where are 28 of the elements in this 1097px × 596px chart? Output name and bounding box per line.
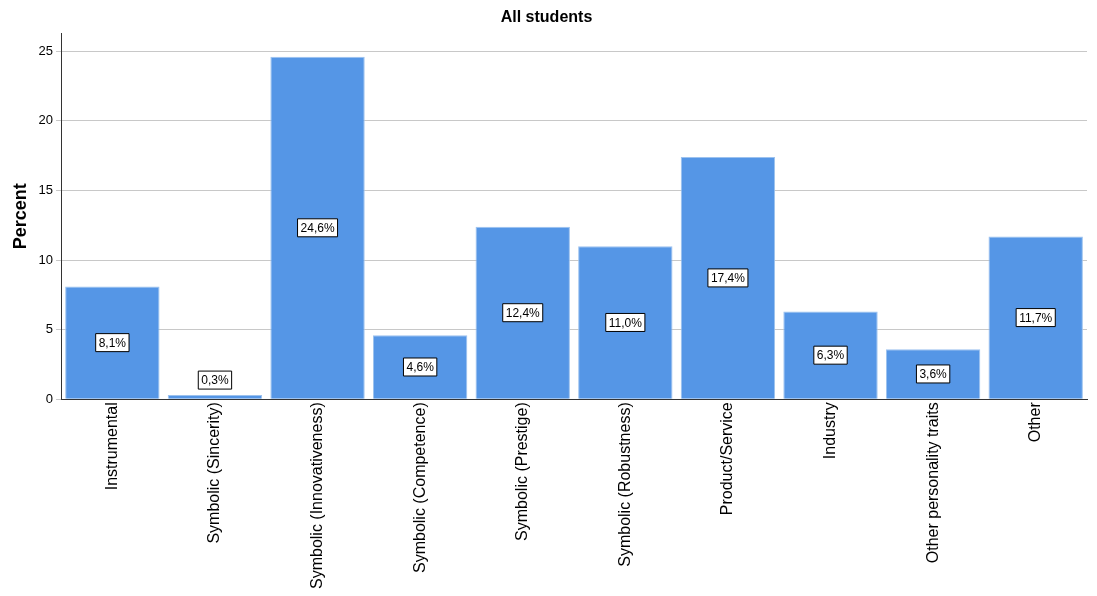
x-tick-label: Symbolic (Prestige) bbox=[513, 402, 531, 541]
data-label: 4,6% bbox=[406, 360, 435, 375]
data-label: 6,3% bbox=[816, 348, 845, 363]
data-label: 11,0% bbox=[608, 315, 643, 330]
data-label: 12,4% bbox=[505, 306, 541, 321]
data-label: 17,4% bbox=[710, 271, 746, 286]
y-tick-label: 10 bbox=[38, 251, 54, 267]
y-tick-label: 15 bbox=[38, 182, 54, 198]
y-axis-title: Percent bbox=[9, 183, 30, 250]
data-label: 24,6% bbox=[300, 221, 335, 236]
x-tick-label: Other personality traits bbox=[923, 402, 941, 564]
chart-title: All students bbox=[500, 8, 593, 26]
x-tick-label: Industry bbox=[820, 402, 838, 460]
data-label: 0,3% bbox=[201, 373, 229, 388]
x-tick-label: Product/Service bbox=[718, 402, 736, 516]
x-tick-label: Symbolic (Competence) bbox=[410, 402, 428, 573]
x-tick-label: Symbolic (Sincerity) bbox=[205, 402, 223, 544]
x-tick-label: Instrumental bbox=[102, 402, 120, 491]
data-label: 11,7% bbox=[1019, 310, 1053, 325]
x-tick-label: Symbolic (Robustness) bbox=[615, 402, 633, 567]
y-tick-label: 20 bbox=[38, 112, 54, 128]
y-tick-label: 25 bbox=[38, 42, 54, 58]
y-tick-label: 0 bbox=[45, 390, 54, 406]
x-tick-label: Other bbox=[1026, 401, 1044, 443]
data-label: 8,1% bbox=[98, 335, 127, 350]
x-tick-label: Symbolic (Innovativeness) bbox=[307, 402, 325, 590]
y-tick-label: 5 bbox=[45, 321, 54, 337]
data-label: 3,6% bbox=[919, 367, 948, 382]
